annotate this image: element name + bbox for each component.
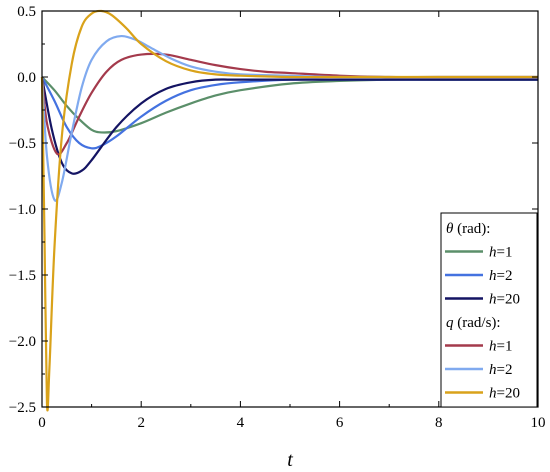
x-tick-label: 4 xyxy=(237,415,245,431)
legend-group-symbol: q xyxy=(446,315,454,331)
legend-entry-label: h=1 xyxy=(489,339,512,355)
legend-entry-value: =2 xyxy=(497,362,513,378)
legend-entry-var: h xyxy=(489,362,497,378)
legend-entry-label: h=20 xyxy=(489,292,520,308)
legend-entry-var: h xyxy=(489,268,497,284)
y-tick-label: −1.0 xyxy=(9,202,36,218)
legend-entry-value: =20 xyxy=(497,292,520,308)
x-tick-label: 0 xyxy=(38,415,46,431)
series-line-1 xyxy=(41,76,538,134)
legend-group-unit: (rad/s): xyxy=(454,315,501,331)
legend-entry-var: h xyxy=(489,386,497,402)
y-tick-label: 0.5 xyxy=(17,4,36,20)
legend-entry-value: =2 xyxy=(497,268,513,284)
legend-entry-var: h xyxy=(489,245,497,261)
y-tick-label: −0.5 xyxy=(9,136,36,152)
legend-entry-value: =1 xyxy=(497,245,513,261)
x-tick-label: 8 xyxy=(435,415,443,431)
legend: θ (rad):h=1h=2h=20q (rad/s):h=1h=2h=20 xyxy=(440,212,538,408)
series-line-2 xyxy=(41,76,538,150)
legend-entry-label: h=2 xyxy=(489,362,512,378)
y-tick-label: −1.5 xyxy=(9,268,36,284)
legend-entry-value: =1 xyxy=(497,339,513,355)
legend-box xyxy=(440,212,538,408)
legend-group-title: q (rad/s): xyxy=(446,315,501,331)
legend-entry-var: h xyxy=(489,339,497,355)
plot-frame xyxy=(41,10,539,408)
legend-group-unit: (rad): xyxy=(453,221,490,237)
x-tick-label: 10 xyxy=(531,415,546,431)
legend-entry-label: h=1 xyxy=(489,245,512,261)
legend-entry-label: h=2 xyxy=(489,268,512,284)
y-tick-label: 0.0 xyxy=(17,70,36,86)
series-line-3 xyxy=(40,76,538,175)
legend-entry-var: h xyxy=(489,292,497,308)
legend-entry-value: =20 xyxy=(497,386,520,402)
x-tick-label: 2 xyxy=(137,415,145,431)
y-tick-label: −2.0 xyxy=(9,334,36,350)
legend-group-title: θ (rad): xyxy=(446,221,490,237)
series-line-5 xyxy=(40,34,538,202)
series-line-4 xyxy=(40,52,538,156)
legend-group-symbol: θ xyxy=(446,221,454,237)
legend-entry-label: h=20 xyxy=(489,386,520,402)
x-tick-label: 6 xyxy=(336,415,344,431)
ticks-layer: 0 2 4 6 8 10 0.5 0.0 −0.5 −1.0 −1.5 −2.0 −2.5 xyxy=(9,4,546,431)
x-axis-label: t xyxy=(287,449,293,471)
y-tick-label: −2.5 xyxy=(9,400,36,416)
